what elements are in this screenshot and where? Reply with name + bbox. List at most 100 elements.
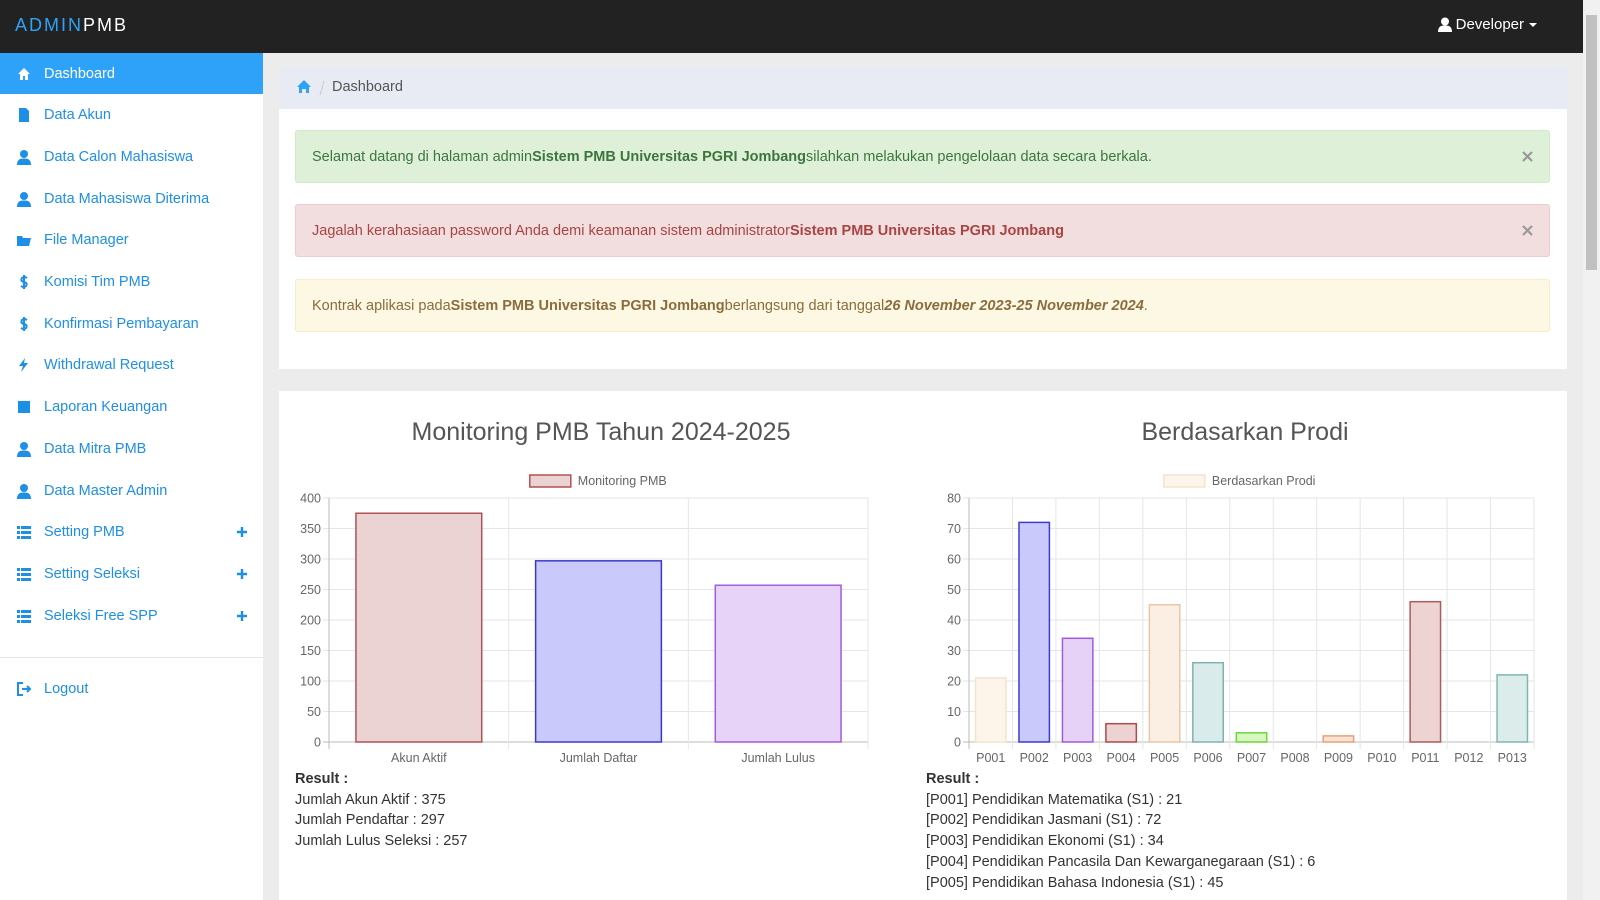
caret — [1529, 22, 1537, 27]
nav-label: Data Calon Mahasiswa — [44, 148, 194, 165]
y-tick-label: 100 — [300, 675, 321, 689]
x-tick-label: P010 — [1367, 751, 1396, 765]
nav-label: Laporan Keuangan — [44, 399, 168, 416]
nav-item[interactable]: Logout — [0, 668, 263, 709]
nav-label: Setting PMB — [44, 524, 125, 541]
icon-shape — [20, 441, 28, 450]
result-line: [P002] Pendidikan Jasmani (S1) : 72 — [926, 812, 1162, 829]
y-tick-label: 200 — [300, 614, 321, 628]
nav-icon — [19, 108, 29, 123]
nav-item[interactable]: Dashboard — [0, 53, 263, 94]
navbar: ADMINPMB Developer — [0, 0, 1600, 53]
result-line: [P003] Pendidikan Ekonomi (S1) : 34 — [926, 833, 1164, 850]
nav-item[interactable]: Seleksi Free SPP — [0, 595, 263, 636]
alert-text: . — [1143, 297, 1148, 314]
alert-close[interactable] — [1522, 225, 1533, 236]
alert-text: Sistem PMB Universitas PGRI Jombang — [532, 148, 807, 165]
nav-item[interactable]: Data Mitra PMB — [0, 428, 263, 469]
x-tick-label: P004 — [1107, 751, 1136, 765]
x-tick-label: Jumlah Lulus — [741, 751, 815, 765]
icon-shape — [17, 681, 32, 696]
nav-label: Data Akun — [44, 107, 111, 124]
nav-item[interactable]: Setting Seleksi — [0, 553, 263, 594]
y-tick-label: 60 — [947, 553, 961, 567]
x-tick-label: P006 — [1193, 751, 1222, 765]
user-menu[interactable]: Developer — [1437, 16, 1538, 33]
y-tick-label: 0 — [954, 736, 961, 750]
nav-item[interactable]: Komisi Tim PMB — [0, 262, 263, 303]
nav-item[interactable]: Data Master Admin — [0, 470, 263, 511]
icon-shape — [21, 567, 31, 571]
nav-item[interactable]: Laporan Keuangan — [0, 387, 263, 428]
user-name: Developer — [1455, 16, 1524, 33]
alert-text: Sistem PMB Universitas PGRI Jombang — [789, 222, 1064, 239]
result-block: Result : [P001] Pendidikan Matematika (S1… — [926, 769, 1315, 893]
brand[interactable]: ADMINPMB — [15, 15, 128, 36]
bar — [1105, 722, 1138, 743]
result-line: Jumlah Lulus Seleksi : 257 — [295, 833, 468, 850]
x-tick-label: P011 — [1411, 751, 1439, 765]
nav-label: Withdrawal Request — [44, 357, 174, 374]
nav-icon — [17, 526, 31, 540]
nav-icon — [17, 236, 31, 247]
icon-shape — [17, 609, 20, 613]
icon-shape — [1522, 225, 1533, 236]
nav-label: Logout — [44, 680, 89, 697]
nav-label: Dashboard — [44, 65, 115, 82]
nav-item[interactable]: File Manager — [0, 220, 263, 261]
breadcrumb: Dashboard — [279, 67, 1567, 109]
icon-shape — [19, 358, 28, 373]
x-tick-label: P009 — [1324, 751, 1353, 765]
y-tick-label: 10 — [947, 705, 961, 719]
nav-icon — [20, 316, 28, 331]
bar — [1322, 735, 1355, 743]
result-block: Result : Jumlah Akun Aktif : 375 Jumlah Pe… — [295, 769, 468, 852]
y-tick-label: 150 — [300, 644, 321, 658]
nav-label: File Manager — [44, 232, 129, 249]
alert-text: silahkan melakukan pengelolaan data seca… — [806, 148, 1152, 165]
icon-shape — [20, 316, 28, 331]
breadcrumb-divider — [319, 80, 325, 96]
result-line: [P001] Pendidikan Matematika (S1) : 21 — [926, 791, 1183, 808]
scrollbar-thumb[interactable] — [1586, 15, 1597, 270]
icon-shape — [17, 236, 31, 247]
nav-icon — [20, 275, 28, 289]
nav-item[interactable]: Setting PMB — [0, 512, 263, 553]
x-tick-label: Jumlah Daftar — [560, 751, 638, 765]
y-tick-label: 250 — [300, 583, 321, 597]
nav-label: Setting Seleksi — [44, 565, 140, 582]
nav-item[interactable]: Data Akun — [0, 95, 263, 136]
sidebar-separator — [0, 657, 263, 658]
y-tick-label: 20 — [947, 675, 961, 689]
nav-item[interactable]: Data Mahasiswa Diterima — [0, 178, 263, 219]
y-tick-label: 30 — [947, 644, 961, 658]
bar — [1018, 521, 1051, 743]
result-line: Jumlah Akun Aktif : 375 — [295, 791, 446, 808]
icon-shape — [17, 614, 20, 618]
x-tick-label: P005 — [1150, 751, 1179, 765]
y-tick-label: 70 — [947, 522, 961, 536]
bar — [1409, 600, 1442, 743]
icon-shape — [19, 108, 29, 123]
x-tick-label: P002 — [1020, 751, 1049, 765]
x-tick-label: P008 — [1280, 751, 1309, 765]
icon-shape — [237, 527, 247, 538]
nav-item[interactable]: Konfirmasi Pembayaran — [0, 303, 263, 344]
alert: Selamat datang di halaman admin Sistem P… — [295, 130, 1550, 183]
x-tick-label: P001 — [976, 751, 1005, 765]
x-tick-label: P013 — [1498, 751, 1527, 765]
icon-shape — [21, 531, 31, 535]
nav-item[interactable]: Data Calon Mahasiswa — [0, 136, 263, 177]
alert-close[interactable] — [1522, 151, 1533, 162]
icon-shape — [17, 200, 31, 207]
nav-icon — [17, 441, 31, 457]
nav-item[interactable]: Withdrawal Request — [0, 345, 263, 386]
home-icon[interactable] — [296, 79, 312, 94]
nav-icon — [17, 191, 31, 207]
icon-shape — [21, 609, 31, 613]
legend-swatch — [529, 474, 572, 488]
nav-icon — [18, 67, 30, 80]
nav-icon — [17, 149, 31, 165]
nav-icon — [19, 358, 28, 373]
result-line: Jumlah Pendaftar : 297 — [295, 812, 445, 829]
